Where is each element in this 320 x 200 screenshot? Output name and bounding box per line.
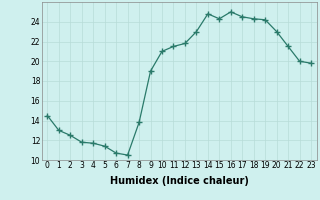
X-axis label: Humidex (Indice chaleur): Humidex (Indice chaleur) bbox=[110, 176, 249, 186]
